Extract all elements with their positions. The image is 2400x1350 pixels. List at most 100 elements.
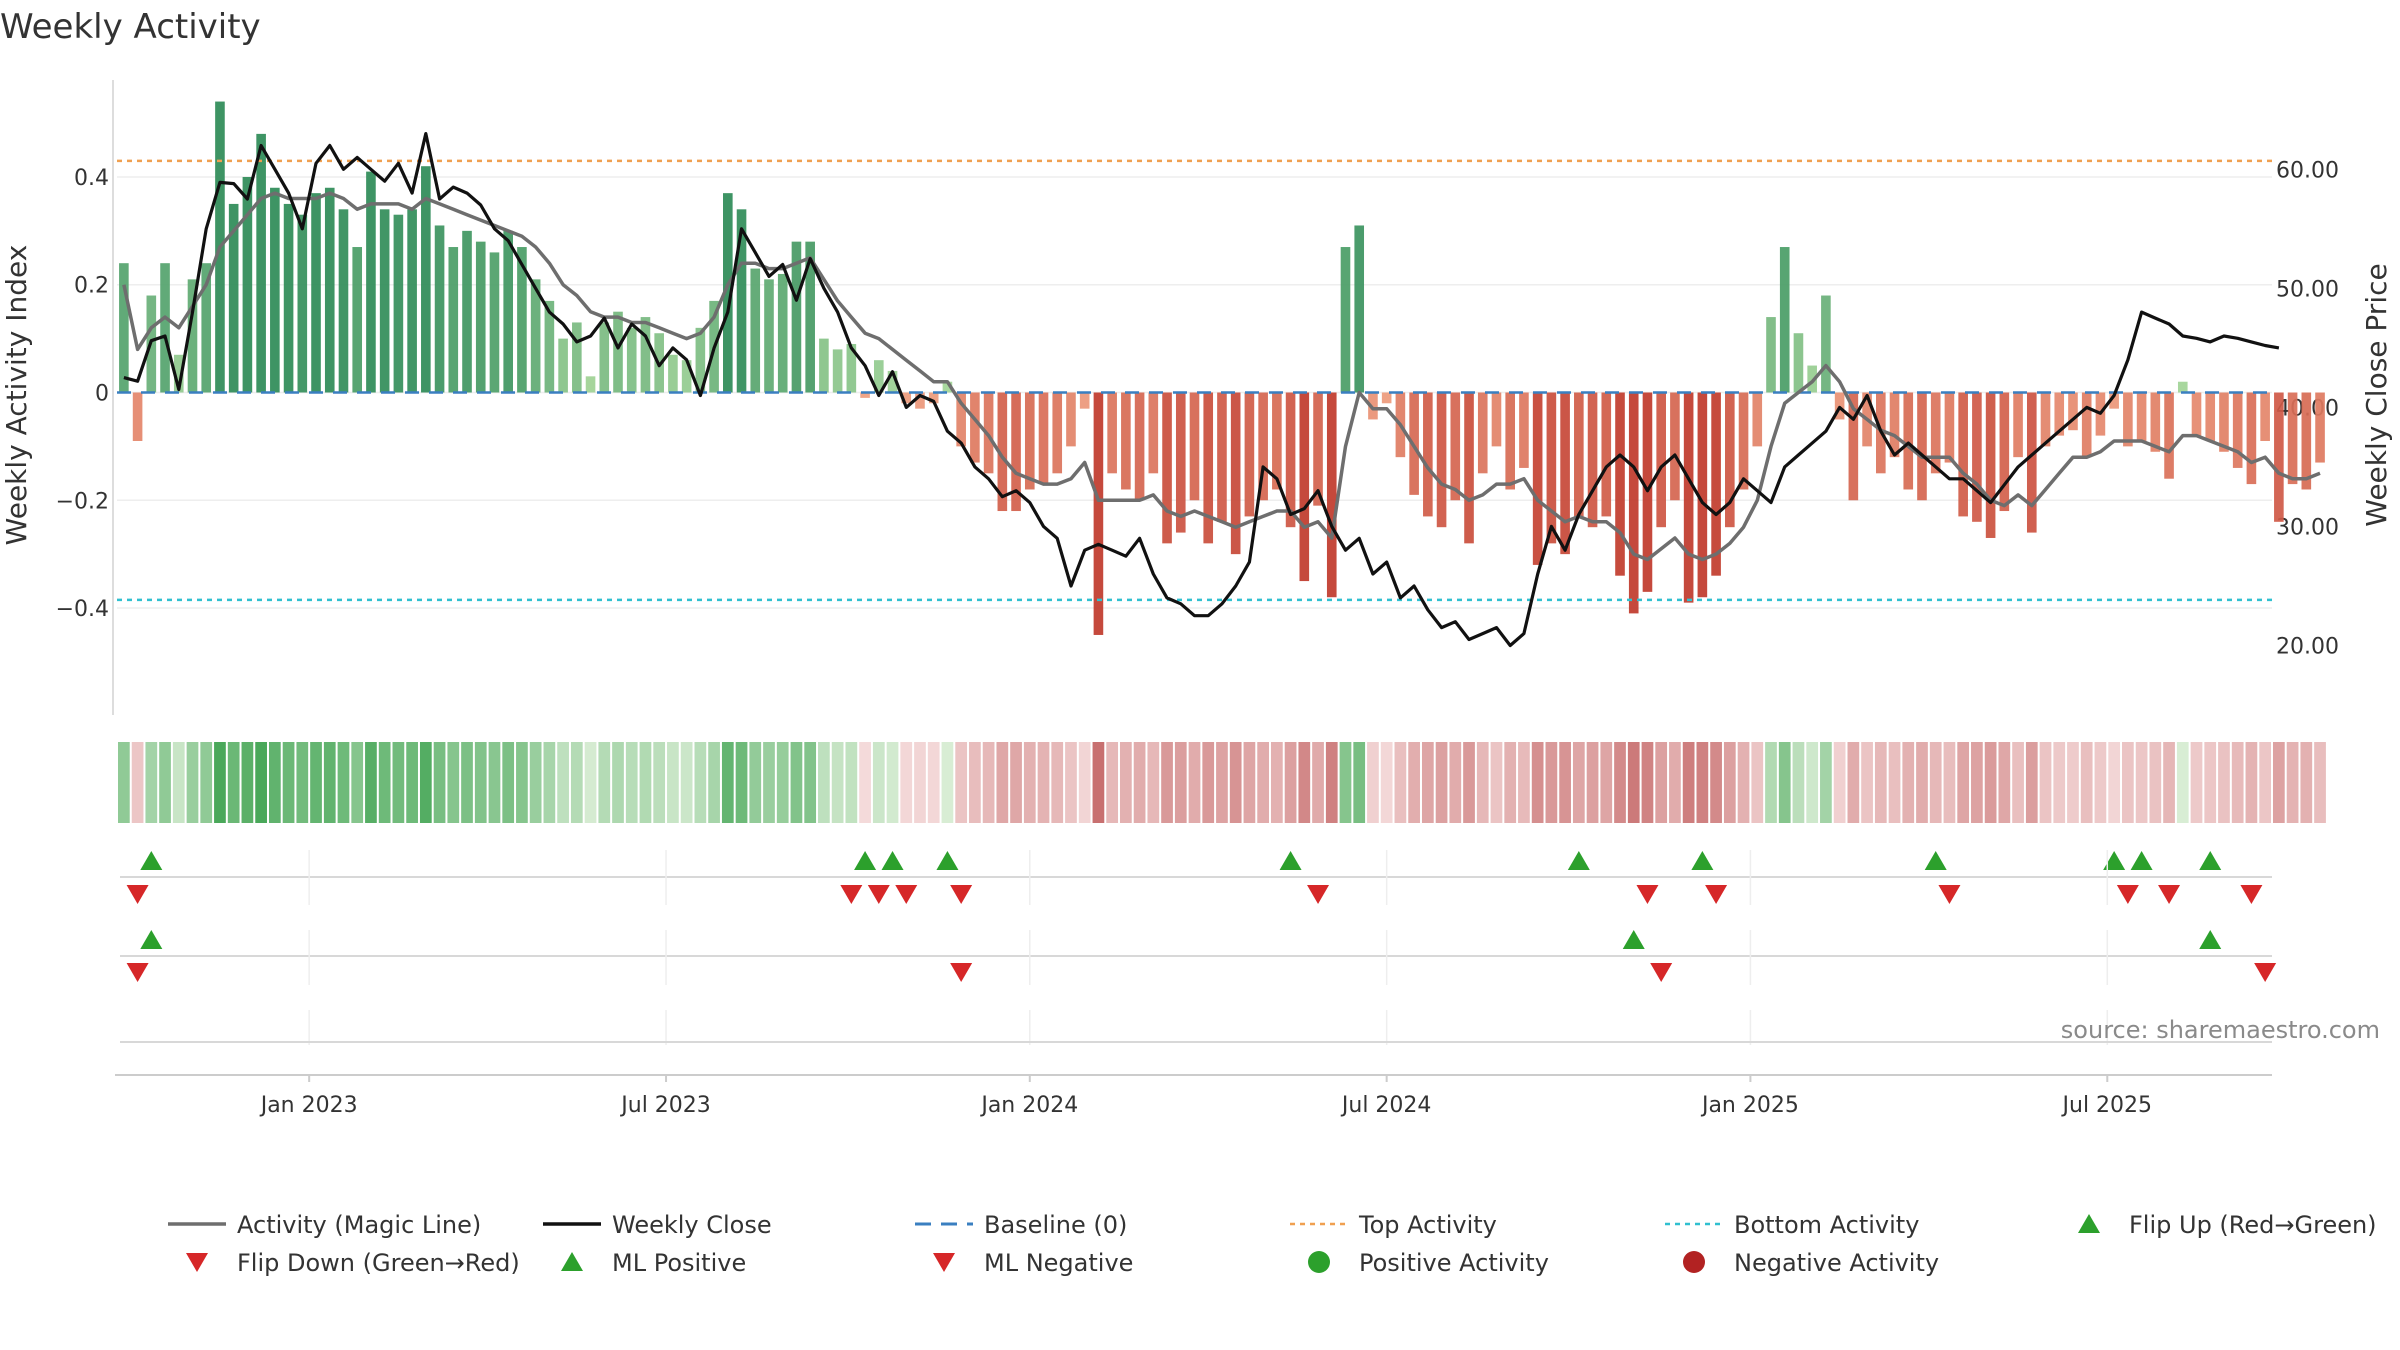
- heat-cell: [1161, 742, 1173, 823]
- heat-cell: [1078, 742, 1091, 823]
- heat-cell: [1051, 742, 1064, 823]
- heat-cell: [365, 742, 377, 823]
- activity-bar: [283, 203, 294, 393]
- heat-cell: [1847, 742, 1860, 823]
- heat-cell: [886, 742, 899, 823]
- heat-cell: [2094, 742, 2107, 823]
- activity-bar: [599, 322, 610, 393]
- activity-bar: [695, 327, 706, 393]
- heat-cell: [1765, 742, 1777, 823]
- activity-bar: [1944, 392, 1955, 463]
- flip-down-marker: [950, 885, 973, 904]
- y-left-tick-label: −0.2: [56, 489, 109, 514]
- heat-cell: [1147, 742, 1160, 823]
- activity-bar: [1464, 392, 1474, 544]
- activity-bar: [1203, 392, 1214, 544]
- heat-cell: [1957, 742, 1970, 823]
- heat-cell: [2245, 742, 2258, 823]
- heat-cell: [1120, 742, 1132, 823]
- activity-bar: [352, 247, 363, 393]
- heat-cell: [2067, 742, 2079, 823]
- activity-bar: [1766, 317, 1776, 393]
- heat-cell: [969, 742, 981, 823]
- chart-title: Weekly Activity: [0, 7, 261, 47]
- heat-cell: [1627, 742, 1640, 823]
- activity-bar: [1574, 392, 1584, 517]
- activity-bar: [2136, 392, 2147, 441]
- activity-bar: [1340, 247, 1351, 393]
- activity-bar: [270, 187, 280, 393]
- y-right-tick-label: 60.00: [2276, 158, 2339, 183]
- heat-cell: [1023, 742, 1036, 823]
- heat-cell: [667, 742, 679, 823]
- legend-label: Weekly Close: [612, 1211, 772, 1239]
- activity-bar: [723, 193, 733, 393]
- heat-cell: [818, 742, 830, 823]
- legend-label: Top Activity: [1358, 1211, 1497, 1239]
- activity-bar: [1670, 392, 1680, 501]
- activity-bar: [1313, 392, 1323, 506]
- heat-cell: [1380, 742, 1393, 823]
- activity-bar: [2301, 392, 2312, 490]
- x-tick-label: Jan 2023: [259, 1093, 358, 1118]
- heat-cell: [1600, 742, 1613, 823]
- activity-bar: [434, 225, 445, 393]
- heat-cell: [255, 742, 267, 823]
- activity-bar: [585, 376, 596, 393]
- legend-item: Top Activity: [1290, 1211, 1497, 1239]
- heat-cell: [1888, 742, 1901, 823]
- flip-down-marker: [895, 885, 918, 904]
- heat-cell: [955, 742, 968, 823]
- heat-cell: [310, 742, 322, 823]
- activity-bar: [2054, 392, 2065, 436]
- activity-bar: [119, 263, 129, 393]
- heat-cell: [1421, 742, 1434, 823]
- heat-cell: [872, 742, 885, 823]
- activity-bar: [311, 193, 321, 393]
- legend-label: Bottom Activity: [1734, 1211, 1919, 1239]
- legend-item: ML Positive: [561, 1249, 746, 1277]
- activity-bar: [1519, 392, 1529, 468]
- heat-cell: [1284, 742, 1297, 823]
- y-right-tick-label: 50.00: [2276, 277, 2339, 302]
- x-tick-label: Jul 2025: [2061, 1093, 2153, 1118]
- x-tick-label: Jan 2025: [1700, 1093, 1799, 1118]
- flip-down-marker: [867, 885, 890, 904]
- activity-bar: [1423, 392, 1433, 517]
- activity-bar: [1189, 392, 1200, 501]
- flip-down-marker: [1705, 885, 1728, 904]
- activity-bar: [736, 209, 747, 393]
- activity-bar: [1052, 392, 1063, 474]
- heat-cell: [241, 742, 254, 823]
- activity-bar: [1285, 392, 1296, 528]
- heat-cell: [1820, 742, 1832, 823]
- heat-cell: [1202, 742, 1215, 823]
- flip-up-marker: [936, 851, 959, 870]
- legend-label: ML Negative: [984, 1249, 1133, 1277]
- activity-bar: [1477, 392, 1488, 474]
- heat-cell: [2286, 742, 2299, 823]
- activity-bar: [901, 392, 912, 404]
- heat-cell: [598, 742, 611, 823]
- activity-bar: [1725, 392, 1735, 528]
- activity-bar: [970, 392, 980, 463]
- activity-bar: [1779, 247, 1790, 393]
- activity-bar: [2205, 392, 2216, 441]
- activity-bar: [777, 273, 788, 393]
- activity-bar: [1505, 392, 1516, 490]
- heat-cell: [1490, 742, 1503, 823]
- y-axis-right-label: Weekly Close Price: [2360, 263, 2393, 526]
- legend-label: Baseline (0): [984, 1211, 1127, 1239]
- activity-bar: [1793, 333, 1804, 393]
- activity-bar: [338, 209, 349, 393]
- flip-up-marker: [2199, 851, 2222, 870]
- heat-cell: [900, 742, 913, 823]
- activity-bar: [1601, 392, 1612, 517]
- heat-cell: [1971, 742, 1983, 823]
- heat-cell: [1133, 742, 1146, 823]
- activity-bar: [475, 241, 486, 393]
- activity-bar: [1272, 392, 1282, 490]
- heat-cell: [1504, 742, 1517, 823]
- heat-cell: [1861, 742, 1873, 823]
- activity-bar: [160, 263, 170, 393]
